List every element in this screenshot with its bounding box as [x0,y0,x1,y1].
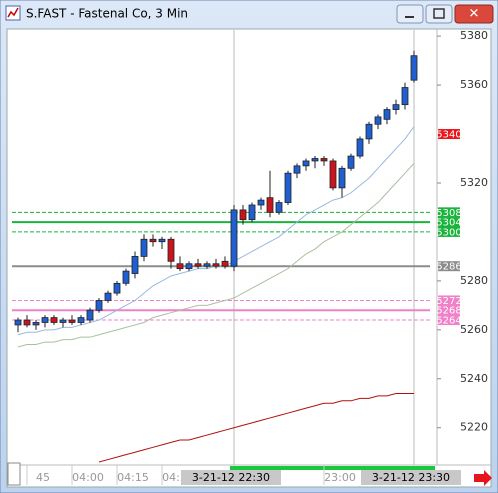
y-tick-label: 5360 [460,78,488,91]
price-marker-label: 5286 [436,262,461,273]
candle-body [203,263,211,267]
price-marker-label: 5264 [436,316,461,327]
candle-body [356,138,364,157]
price-marker [438,217,460,228]
candle-body [32,322,40,326]
candle-body [365,123,373,140]
x-tick-label: 04:15 [117,471,149,484]
price-marker-label: 5300 [436,227,461,238]
candle-body [311,158,319,162]
candle-body [113,282,121,294]
price-marker-label: 5304 [436,218,461,229]
candle-body [86,309,94,321]
candle-body [149,238,157,243]
candle-body [320,158,328,162]
candle-body [293,165,301,174]
cursor-label: 3-21-12 23:30 [372,471,450,484]
candle-body [59,319,67,323]
x-tick-label: 04:00 [72,471,104,484]
candle-body [194,263,202,267]
candle-body [131,256,139,274]
candle-body [302,160,310,167]
candle-body [140,238,148,257]
maximize-glyph [433,8,445,19]
y-tick-label: 5220 [460,421,488,434]
candle-body [230,209,238,267]
y-tick-label: 5260 [460,323,488,336]
candle-body [239,209,247,221]
moving-average [17,163,415,348]
price-marker [438,226,460,237]
price-marker-label: 5268 [436,306,461,317]
chart-panel [6,28,492,488]
price-marker [438,315,460,326]
scroll-right-arrow[interactable] [474,470,492,486]
candle-body [410,55,418,81]
maximize-button[interactable] [425,4,453,24]
price-marker [438,207,460,218]
candle-body [347,155,355,169]
price-marker-label: 5340 [436,130,461,141]
candle-body [185,263,193,270]
window-title: S.FAST - Fastenal Co, 3 Min [26,7,188,21]
x-tick-label: 23:00 [324,471,356,484]
cursor-label-box [181,470,281,485]
candle-body [374,116,382,125]
candle-body [248,204,256,221]
candle-body [104,292,112,301]
candle-body [338,167,346,189]
cursor-label: 3-21-12 22:30 [192,471,270,484]
candle-body [50,317,58,323]
candle-body [212,263,220,267]
price-marker [438,305,460,316]
candle-body [122,270,130,284]
y-tick-label: 5320 [460,176,488,189]
candle-body [68,319,76,323]
candle-body [41,317,49,323]
candle-body [14,319,22,326]
window-icon-glyph [7,7,19,18]
cursor-label-box [361,470,461,485]
price-marker-label: 5272 [436,296,461,307]
candle-body [266,197,274,213]
y-tick-label: 5240 [460,372,488,385]
candle-body [383,109,391,120]
minimize-button[interactable] [396,4,424,24]
candle-body [167,238,175,262]
price-marker-label: 5308 [436,208,461,219]
price-marker [438,295,460,306]
candle-body [392,104,400,110]
candle-body [95,300,103,311]
candle-body [284,172,292,203]
y-tick-label: 5280 [460,274,488,287]
candle-body [401,87,409,106]
close-button[interactable] [454,4,494,24]
candle-body [176,263,184,270]
price-marker [438,129,460,140]
candle-body [275,202,283,213]
candle-body [221,260,229,267]
session-bar [230,466,435,470]
candle-body [158,238,166,243]
scroll-box[interactable] [7,462,21,486]
candle-body [23,319,31,326]
candle-body [329,160,337,189]
candle-body [77,317,85,323]
price-marker [438,261,460,272]
moving-average [98,392,414,463]
x-tick-label: 45 [36,471,50,484]
candle-body [257,199,265,206]
close-glyph: ✕ [469,7,480,22]
y-tick-label: 5380 [460,29,488,42]
